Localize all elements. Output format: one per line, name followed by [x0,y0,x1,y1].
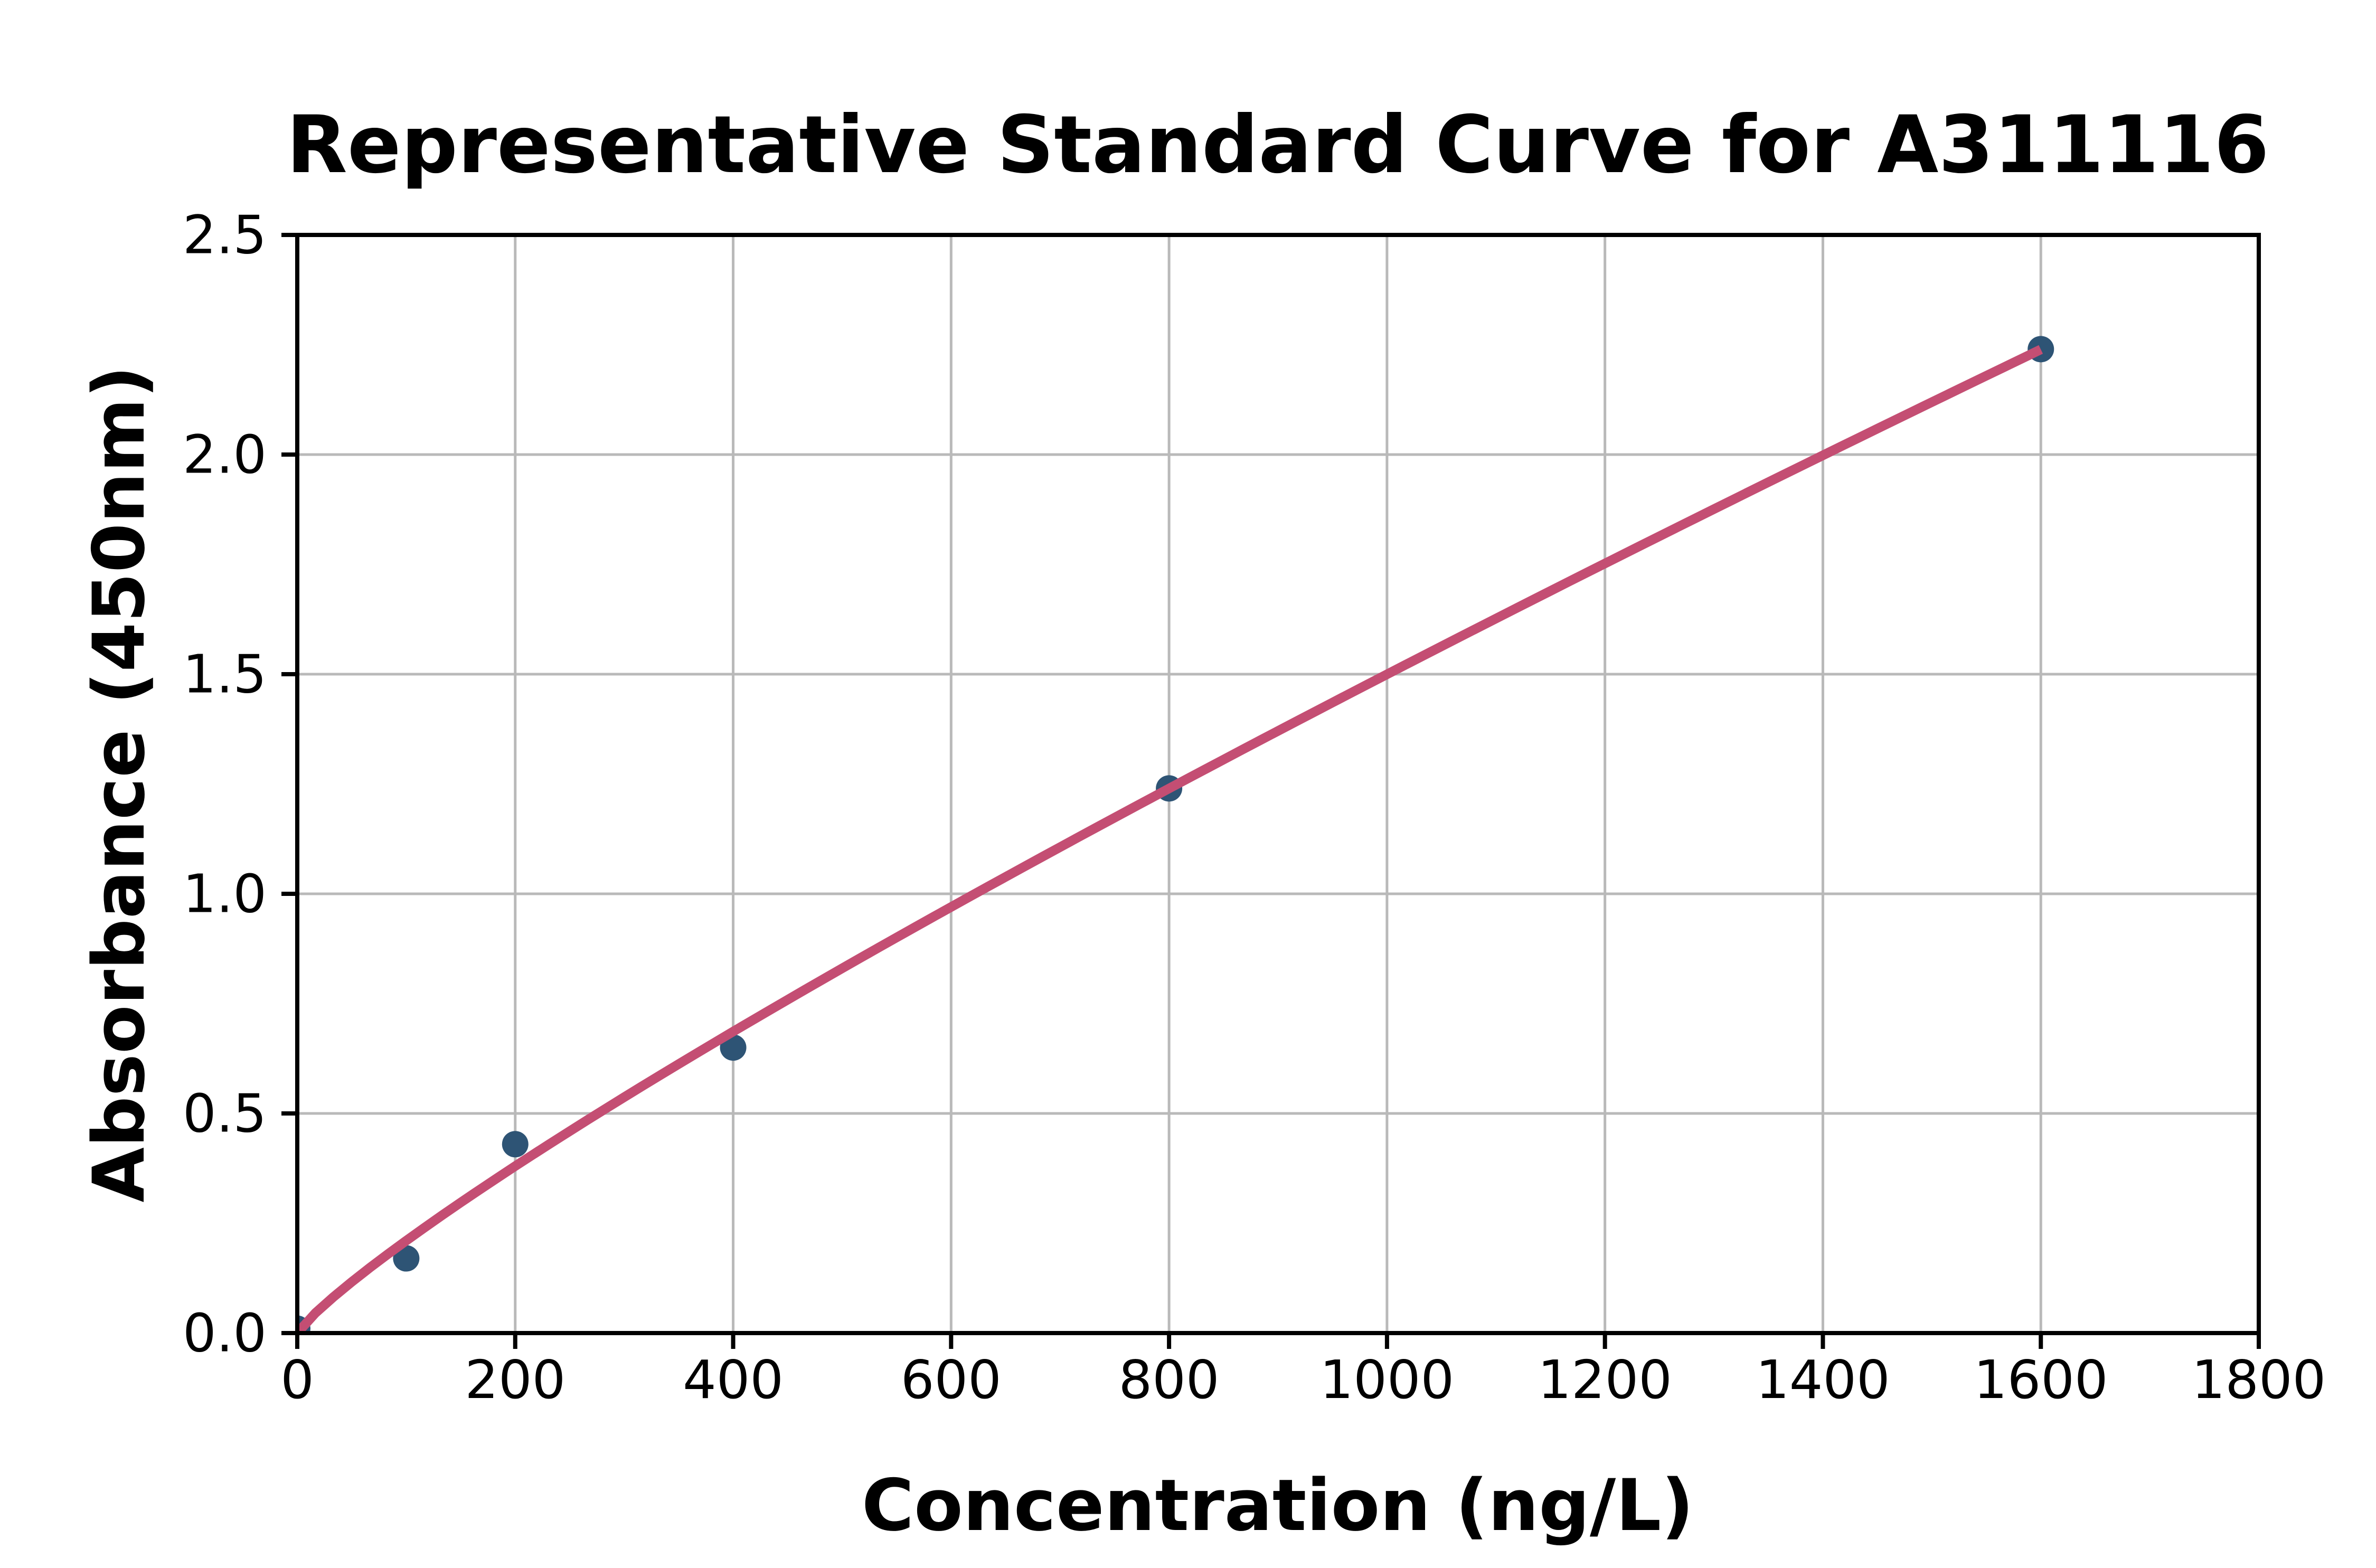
x-tick-label: 400 [683,1349,784,1411]
chart-title: Representative Standard Curve for A31111… [286,99,2269,191]
y-tick-label: 0.5 [183,1083,267,1145]
x-tick-label: 0 [280,1349,314,1411]
x-tick-label: 1800 [2192,1349,2326,1411]
y-tick-label: 1.5 [183,644,267,705]
x-tick-label: 600 [901,1349,1002,1411]
x-tick-label: 800 [1119,1349,1220,1411]
y-axis-label: Absorbance (450nm) [78,365,161,1202]
axis-tick-marks [281,233,2261,1349]
data-point-marker [393,1245,420,1272]
fit-curve-line [297,345,2043,1333]
y-tick-label: 0.0 [183,1302,267,1364]
y-tick-labels: 0.0 0.5 1.0 1.5 2.0 2.5 [183,204,267,1364]
x-tick-label: 1200 [1538,1349,1672,1411]
y-tick-label: 2.0 [183,424,267,486]
x-tick-labels: 0 200 400 600 800 1000 1200 1400 1600 1800 [280,1349,2326,1411]
x-tick-label: 1000 [1320,1349,1455,1411]
y-tick-label: 2.5 [183,204,267,266]
x-tick-label: 1600 [1974,1349,2108,1411]
fit-curve [297,345,2043,1333]
plot-box-spines [295,233,2261,1335]
x-tick-label: 200 [465,1349,565,1411]
x-axis-label: Concentration (ng/L) [862,1464,1694,1547]
y-tick-label: 1.0 [183,863,267,925]
axis-spines [295,233,2261,1335]
x-tick-label: 1400 [1756,1349,1890,1411]
data-point-marker [502,1131,529,1158]
